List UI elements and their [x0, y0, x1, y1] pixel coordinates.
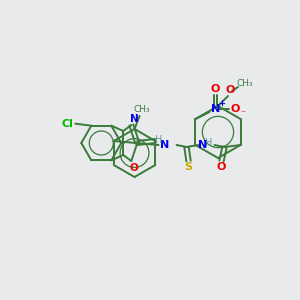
Text: ⁻: ⁻ [240, 109, 245, 119]
Text: N: N [160, 140, 169, 150]
Text: H: H [155, 135, 162, 145]
Text: Cl: Cl [61, 119, 73, 129]
Text: N: N [130, 114, 139, 124]
Text: O: O [217, 162, 226, 172]
Text: S: S [184, 162, 193, 172]
Text: +: + [218, 100, 225, 109]
Text: O: O [211, 84, 220, 94]
Text: H: H [205, 138, 212, 148]
Text: N: N [198, 140, 207, 150]
Text: O: O [130, 163, 139, 173]
Text: N: N [211, 104, 220, 114]
Text: CH₃: CH₃ [133, 104, 150, 113]
Text: CH₃: CH₃ [237, 80, 253, 88]
Text: O: O [225, 85, 235, 95]
Text: O: O [231, 104, 240, 114]
